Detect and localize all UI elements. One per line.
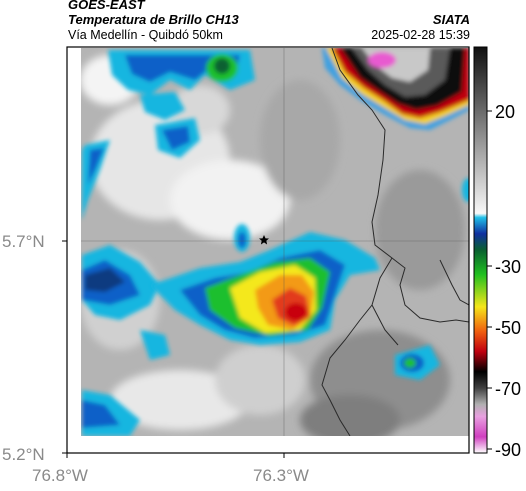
gridlines: [81, 48, 469, 436]
map-frame: [66, 46, 470, 454]
convective-cloud: [150, 232, 380, 345]
lon-label-76-8: 76.8°W: [32, 466, 88, 485]
axis-ticks: [62, 240, 285, 458]
colorbar-tick-minus-90: -90: [495, 440, 521, 460]
product-title: Temperatura de Brillo CH13: [68, 12, 239, 27]
colorbar-tick-minus-70: -70: [495, 379, 521, 399]
colorbar-tick-20: 20: [495, 102, 515, 122]
star-icon: [259, 235, 269, 245]
lat-label-5-2: 5.2°N: [2, 445, 45, 464]
colorbar-tick-minus-50: -50: [495, 318, 521, 338]
cold-cloud-top: [322, 48, 469, 130]
lon-label-76-3: 76.3°W: [253, 466, 309, 485]
border-lines: [321, 48, 469, 436]
agency-label: SIATA: [432, 12, 470, 27]
colorbar: 20 -30 -50 -70 -90: [473, 46, 521, 460]
datetime-label: 2025-02-28 15:39: [371, 28, 470, 42]
region-subtitle: Vía Medellín - Quibdó 50km: [68, 28, 223, 42]
lat-label-5-7: 5.7°N: [2, 232, 45, 251]
brightness-temperature-raster: [81, 48, 469, 436]
satellite-title: GOES-EAST: [68, 0, 145, 12]
colorbar-tick-minus-30: -30: [495, 257, 521, 277]
